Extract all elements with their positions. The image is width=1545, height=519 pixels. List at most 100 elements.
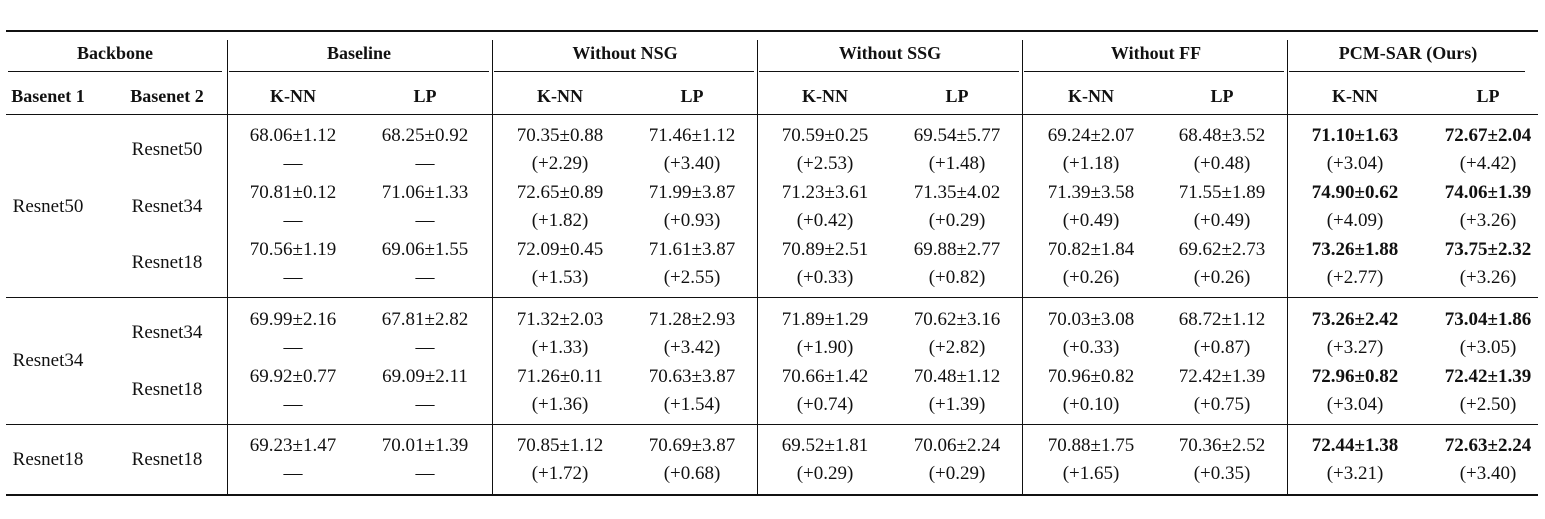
value-cell: 69.62±2.73 (1178, 239, 1266, 260)
value-cell: 69.06±1.55 (381, 239, 469, 260)
value-cell: 70.56±1.19 (249, 239, 337, 260)
header-subcol-lp: LP (945, 86, 969, 106)
value-cell: 70.01±1.39 (381, 435, 469, 456)
value-cell: 71.89±1.29 (781, 309, 869, 330)
delta-cell: (+1.65) (1062, 463, 1120, 484)
delta-cell: (+1.90) (796, 337, 854, 358)
value-cell: 73.26±2.42 (1311, 309, 1399, 330)
delta-cell: (+0.35) (1193, 463, 1251, 484)
header-group-without-ff: Without FF (1110, 43, 1202, 63)
basenet2-cell: Resnet34 (131, 322, 203, 343)
cmidrule-without-nsg (494, 71, 754, 72)
delta-cell: — (415, 210, 435, 231)
value-cell: 71.61±3.87 (648, 239, 736, 260)
value-cell: 69.92±0.77 (249, 366, 337, 387)
basenet1-group-resnet34: Resnet34 (12, 350, 84, 371)
separator-baseline (227, 40, 228, 494)
delta-cell: (+2.53) (796, 153, 854, 174)
delta-cell: (+0.33) (796, 267, 854, 288)
value-cell: 70.81±0.12 (249, 182, 337, 203)
value-cell: 68.72±1.12 (1178, 309, 1266, 330)
separator-without-ff (1022, 40, 1023, 494)
delta-cell: (+0.49) (1062, 210, 1120, 231)
delta-cell: (+3.42) (663, 337, 721, 358)
value-cell: 72.44±1.38 (1311, 435, 1399, 456)
group-rule-2 (6, 424, 1538, 425)
delta-cell: (+0.29) (928, 463, 986, 484)
header-subcol-lp: LP (1210, 86, 1234, 106)
value-cell: 69.52±1.81 (781, 435, 869, 456)
value-cell: 70.36±2.52 (1178, 435, 1266, 456)
delta-cell: (+1.36) (531, 394, 589, 415)
value-cell: 73.75±2.32 (1444, 239, 1532, 260)
header-subcol-lp: LP (413, 86, 437, 106)
value-cell: 71.99±3.87 (648, 182, 736, 203)
delta-cell: (+0.42) (796, 210, 854, 231)
value-cell: 71.10±1.63 (1311, 125, 1399, 146)
value-cell: 72.42±1.39 (1178, 366, 1266, 387)
value-cell: 69.09±2.11 (382, 366, 468, 387)
delta-cell: (+0.33) (1062, 337, 1120, 358)
delta-cell: (+0.10) (1062, 394, 1120, 415)
value-cell: 70.35±0.88 (516, 125, 604, 146)
value-cell: 73.04±1.86 (1444, 309, 1532, 330)
cmidrule-without-ff (1024, 71, 1284, 72)
bottom-rule (6, 494, 1538, 496)
delta-cell: (+3.27) (1326, 337, 1384, 358)
header-basenet-2: Basenet 2 (130, 86, 204, 106)
value-cell: 68.48±3.52 (1178, 125, 1266, 146)
delta-cell: (+1.39) (928, 394, 986, 415)
delta-cell: (+0.29) (796, 463, 854, 484)
value-cell: 70.89±2.51 (781, 239, 869, 260)
delta-cell: (+0.74) (796, 394, 854, 415)
value-cell: 67.81±2.82 (381, 309, 469, 330)
basenet1-group-resnet18: Resnet18 (12, 449, 84, 470)
header-group-pcm-sar: PCM-SAR (Ours) (1338, 43, 1478, 63)
delta-cell: — (283, 337, 303, 358)
delta-cell: (+3.04) (1326, 153, 1384, 174)
delta-cell: (+3.40) (663, 153, 721, 174)
separator-pcm-sar (1287, 40, 1288, 494)
delta-cell: (+1.54) (663, 394, 721, 415)
header-rule (6, 114, 1538, 115)
header-subcol-lp: LP (680, 86, 704, 106)
value-cell: 69.23±1.47 (249, 435, 337, 456)
value-cell: 70.69±3.87 (648, 435, 736, 456)
cmidrule-backbone (8, 71, 222, 72)
value-cell: 70.48±1.12 (913, 366, 1001, 387)
delta-cell: (+4.09) (1326, 210, 1384, 231)
delta-cell: (+4.42) (1459, 153, 1517, 174)
delta-cell: (+2.29) (531, 153, 589, 174)
delta-cell: — (283, 463, 303, 484)
delta-cell: (+0.75) (1193, 394, 1251, 415)
delta-cell: — (283, 210, 303, 231)
delta-cell: (+0.26) (1062, 267, 1120, 288)
delta-cell: (+1.82) (531, 210, 589, 231)
header-subcol-knn: K-NN (270, 86, 316, 106)
value-cell: 74.06±1.39 (1444, 182, 1532, 203)
value-cell: 72.67±2.04 (1444, 125, 1532, 146)
value-cell: 71.28±2.93 (648, 309, 736, 330)
delta-cell: — (415, 267, 435, 288)
value-cell: 70.03±3.08 (1047, 309, 1135, 330)
basenet2-cell: Resnet34 (131, 196, 203, 217)
delta-cell: (+2.82) (928, 337, 986, 358)
header-basenet-1: Basenet 1 (11, 86, 85, 106)
value-cell: 72.42±1.39 (1444, 366, 1532, 387)
delta-cell: (+0.49) (1193, 210, 1251, 231)
basenet1-group-resnet50: Resnet50 (12, 196, 84, 217)
cmidrule-without-ssg (759, 71, 1019, 72)
basenet2-cell: Resnet50 (131, 139, 203, 160)
basenet2-cell: Resnet18 (131, 379, 203, 400)
delta-cell: (+3.40) (1459, 463, 1517, 484)
value-cell: 69.99±2.16 (249, 309, 337, 330)
value-cell: 71.46±1.12 (648, 125, 736, 146)
delta-cell: (+3.26) (1459, 210, 1517, 231)
separator-without-ssg (757, 40, 758, 494)
value-cell: 72.63±2.24 (1444, 435, 1532, 456)
value-cell: 74.90±0.62 (1311, 182, 1399, 203)
delta-cell: (+1.48) (928, 153, 986, 174)
header-subcol-knn: K-NN (1068, 86, 1114, 106)
value-cell: 70.63±3.87 (648, 366, 736, 387)
delta-cell: (+0.93) (663, 210, 721, 231)
